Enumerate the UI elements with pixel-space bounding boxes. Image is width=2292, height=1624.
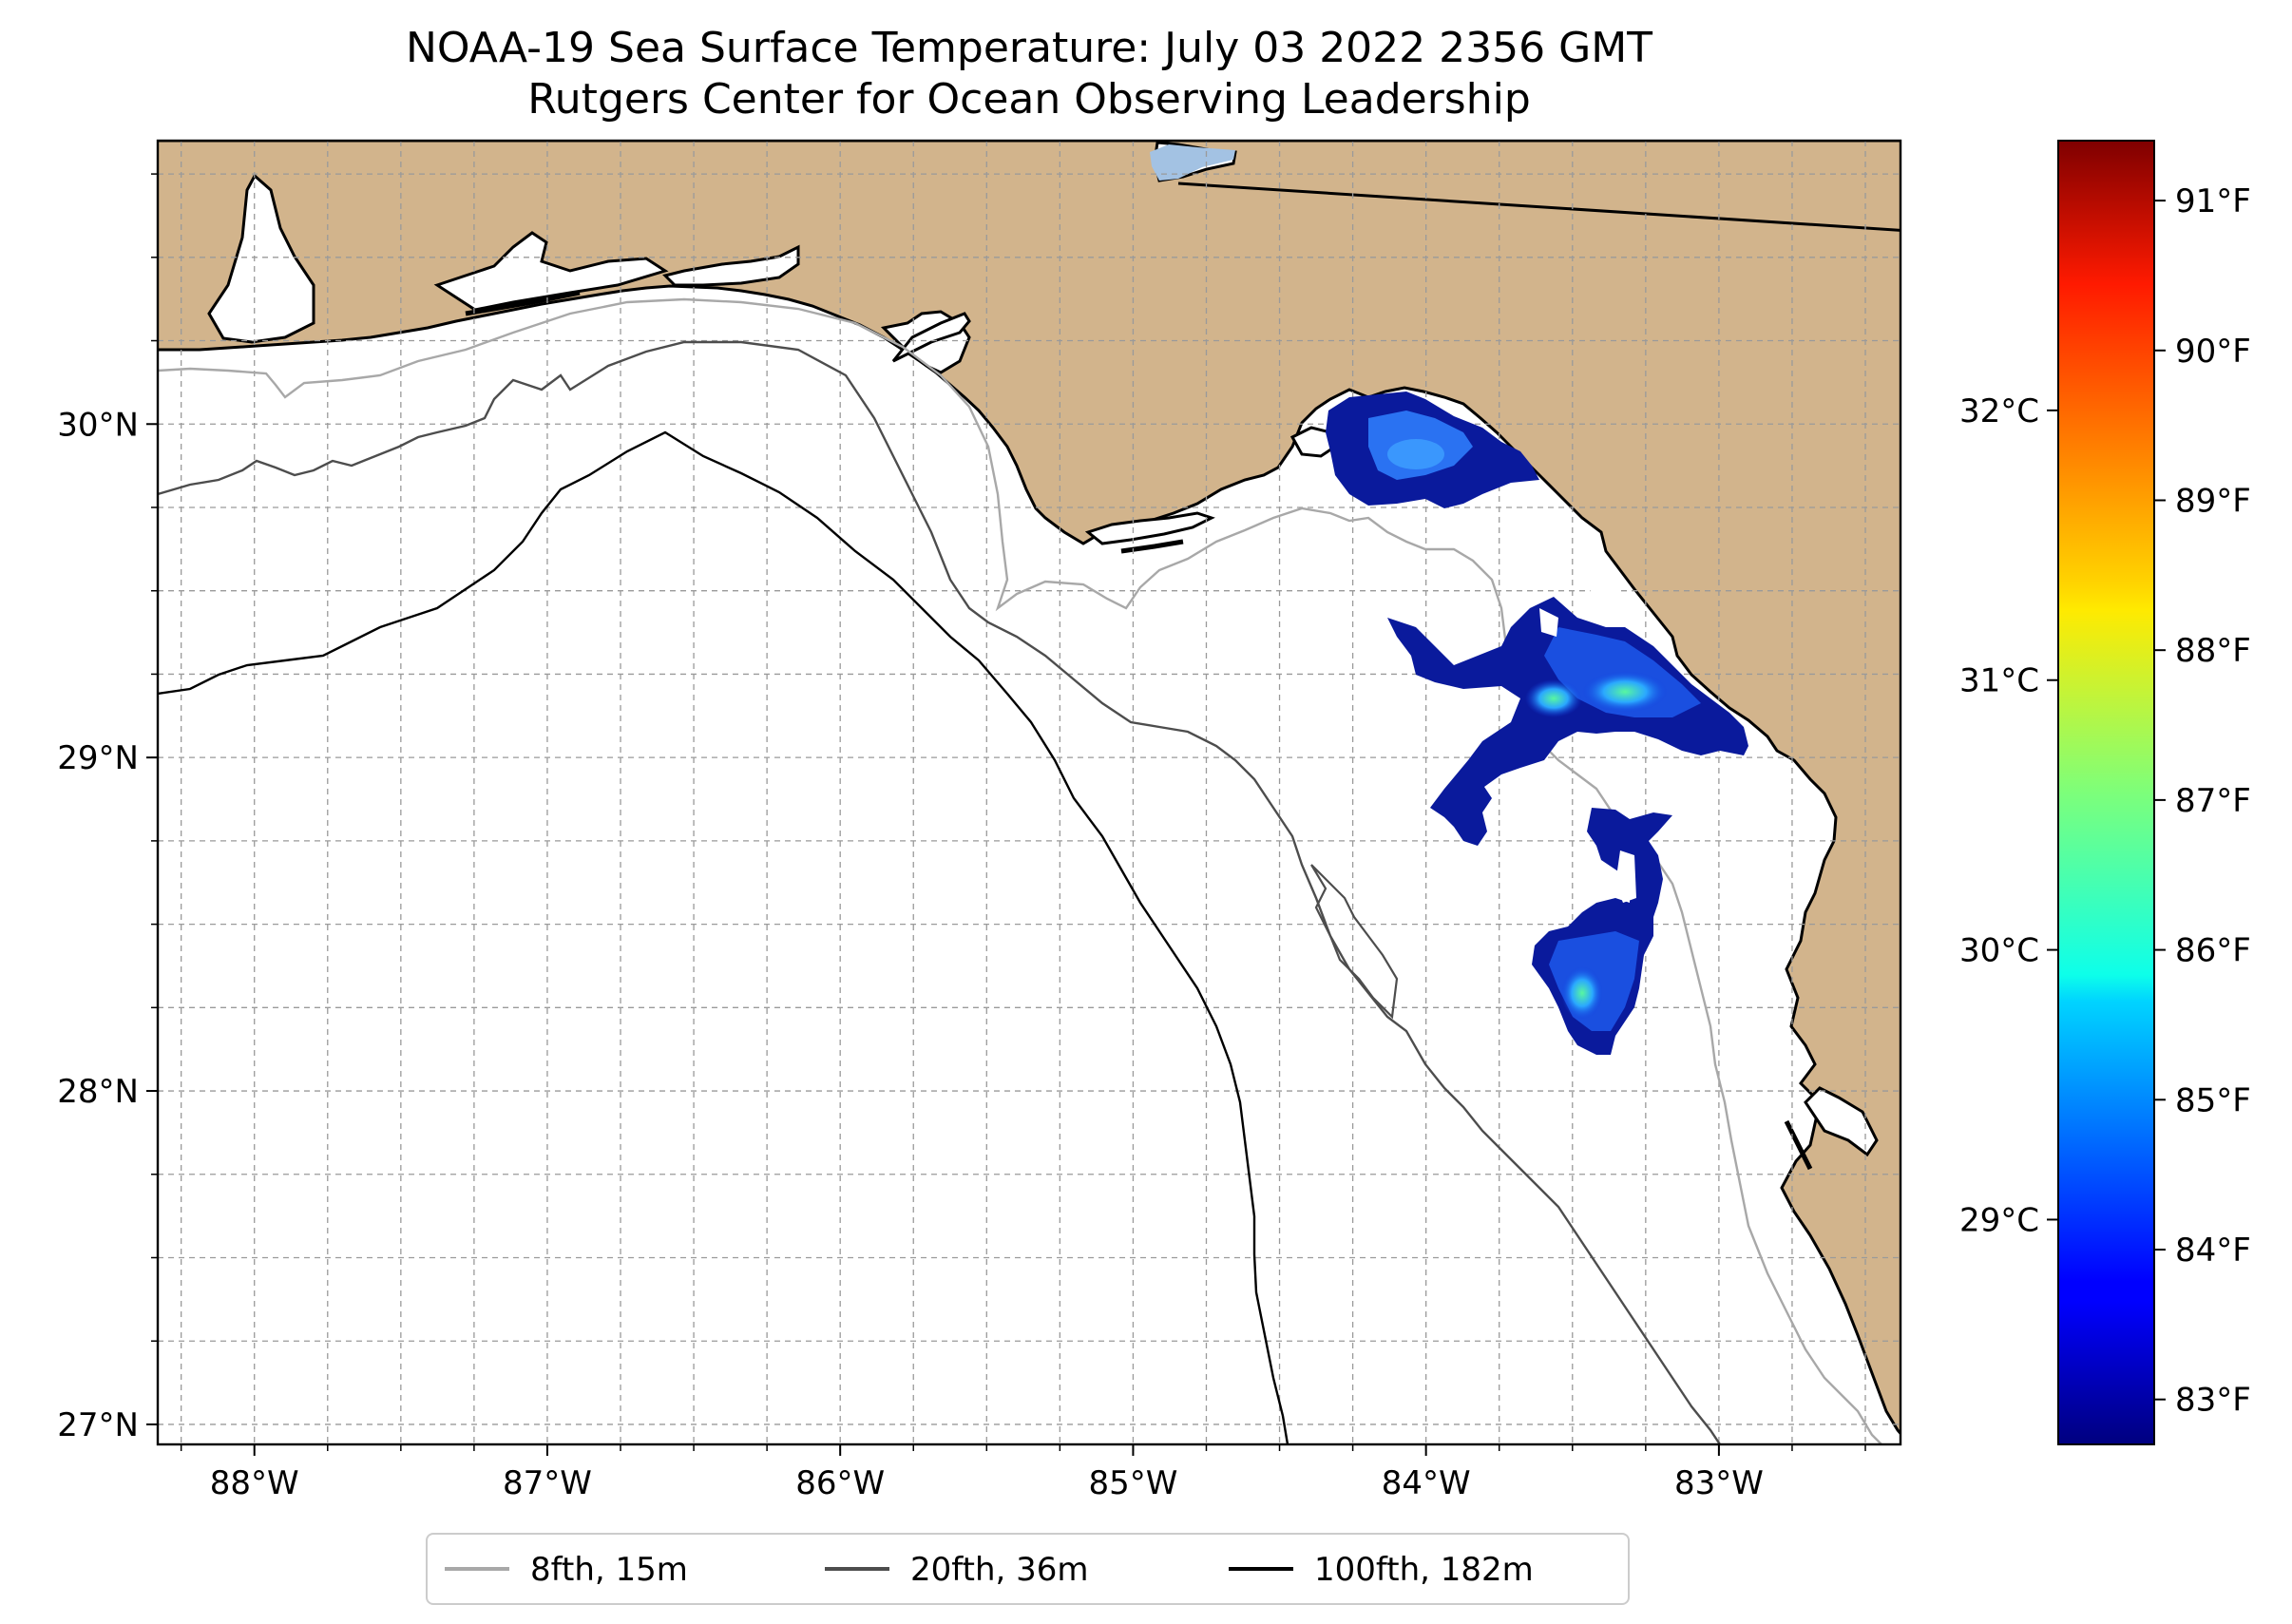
sst-data — [1326, 392, 1748, 1055]
lon-tick-label: 88°W — [210, 1464, 299, 1502]
colorbar-f-label: 89°F — [2175, 482, 2251, 520]
lon-tick-label: 86°W — [795, 1464, 885, 1502]
map-area — [156, 139, 1902, 1446]
isobath-20fth-shoals — [1310, 864, 1399, 1020]
barrier-islands — [465, 290, 1813, 1171]
colorbar-c-label: 32°C — [1959, 392, 2039, 430]
colorbar: 83°F 84°F 85°F 86°F 87°F 88°F 89°F 90°F 91°F 29°C… — [1959, 140, 2251, 1445]
lat-tick-label: 28°N — [57, 1073, 139, 1111]
isobath-20fth — [158, 340, 1721, 1444]
legend-box — [426, 1533, 1630, 1605]
isobath-8fth — [158, 297, 1882, 1444]
legend-label: 20fth, 36m — [910, 1551, 1089, 1589]
map-axes: 88°W 87°W 86°W 85°W 84°W 83°W 27°N 28°N 29°N 30°N — [57, 173, 1866, 1502]
land — [158, 141, 1900, 1436]
lat-tick-label: 29°N — [57, 739, 139, 777]
colorbar-f-label: 84°F — [2175, 1232, 2251, 1270]
lat-tick-label: 27°N — [57, 1406, 139, 1444]
lon-tick-label: 85°W — [1088, 1464, 1177, 1502]
isobath-100fth — [158, 430, 1289, 1444]
colorbar-c-label: 31°C — [1959, 662, 2039, 700]
colorbar-c-label: 29°C — [1959, 1201, 2039, 1239]
map-subtitle: Rutgers Center for Ocean Observing Leade… — [527, 75, 1531, 124]
lon-tick-label: 87°W — [503, 1464, 592, 1502]
legend-label: 100fth, 182m — [1314, 1551, 1534, 1589]
legend-label: 8fth, 15m — [530, 1551, 688, 1589]
map-title: NOAA-19 Sea Surface Temperature: July 03… — [405, 24, 1653, 72]
colorbar-gradient — [2058, 141, 2154, 1444]
grid — [158, 141, 1900, 1444]
colorbar-f-label: 91°F — [2175, 182, 2251, 220]
lat-tick-label: 30°N — [57, 406, 139, 444]
colorbar-f-label: 90°F — [2175, 333, 2251, 371]
state-border — [1177, 182, 1900, 232]
legend: 8fth, 15m 20fth, 36m 100fth, 182m — [426, 1533, 1630, 1605]
lake — [1150, 144, 1235, 181]
lon-tick-label: 84°W — [1382, 1464, 1471, 1502]
colorbar-f-label: 87°F — [2175, 782, 2251, 820]
colorbar-f-label: 88°F — [2175, 632, 2251, 670]
lon-tick-label: 83°W — [1674, 1464, 1764, 1502]
map-frame — [156, 139, 1902, 1446]
colorbar-c-label: 30°C — [1959, 932, 2039, 970]
colorbar-frame — [2057, 140, 2155, 1445]
colorbar-f-label: 86°F — [2175, 932, 2251, 970]
colorbar-f-label: 83°F — [2175, 1382, 2251, 1420]
colorbar-f-label: 85°F — [2175, 1081, 2251, 1119]
